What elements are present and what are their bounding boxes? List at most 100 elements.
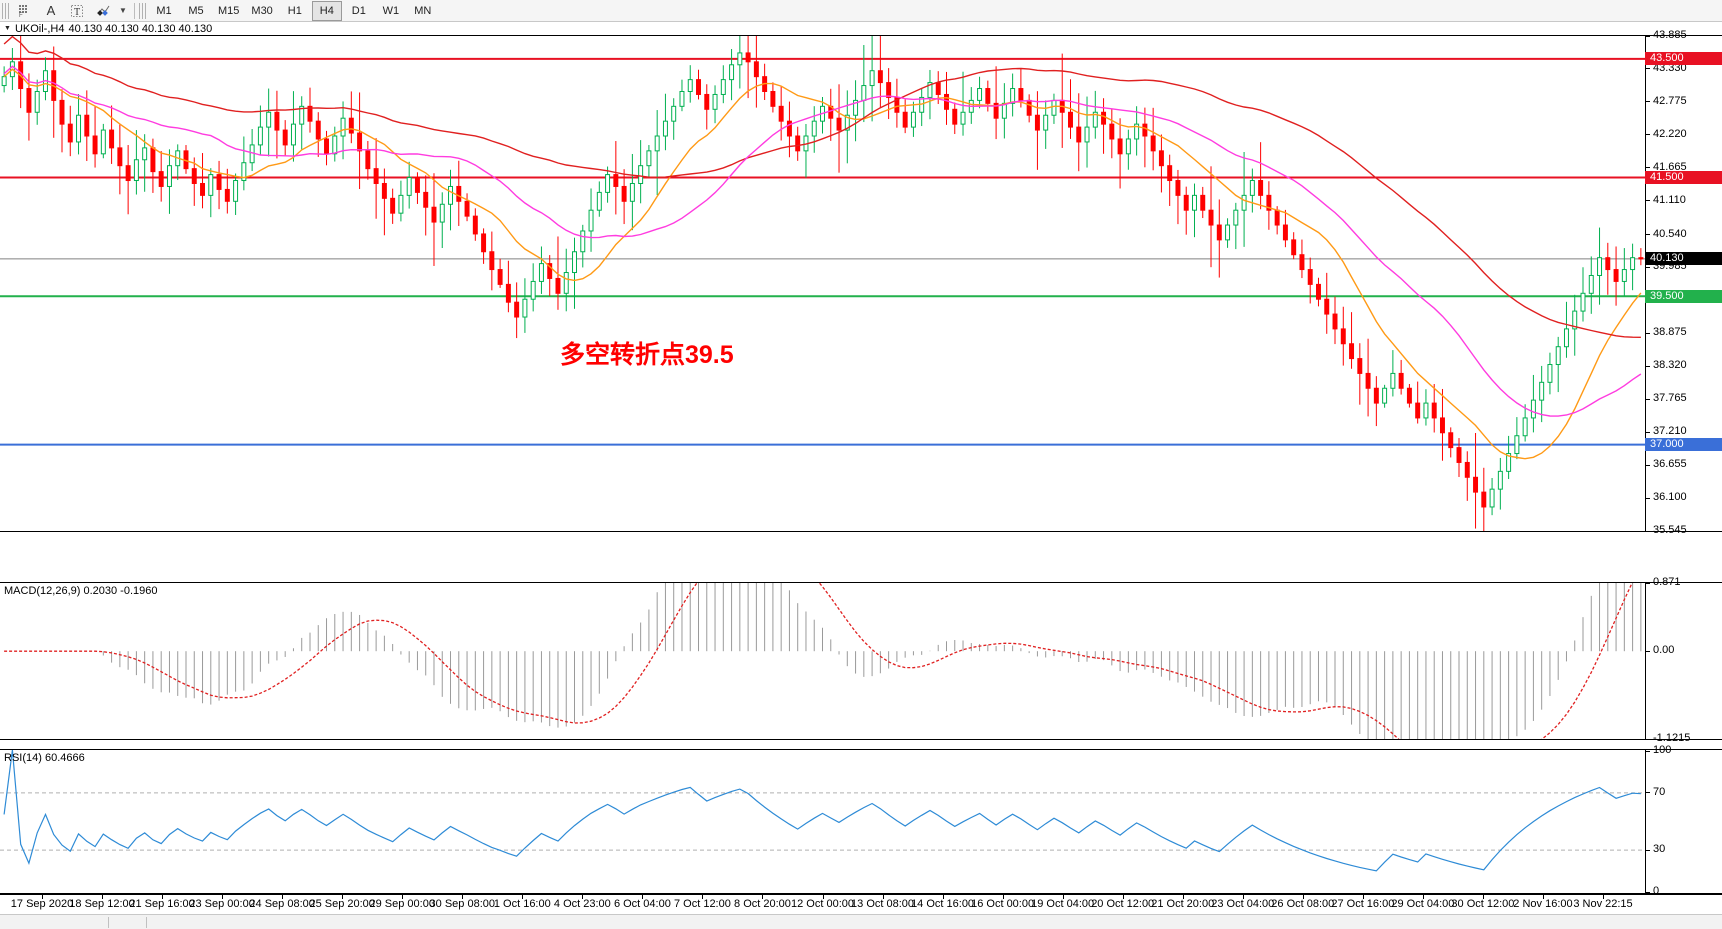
candle-body xyxy=(1332,313,1338,330)
time-tick-label: 27 Oct 16:00 xyxy=(1331,898,1395,910)
candle-body xyxy=(125,165,131,182)
candle-body xyxy=(423,191,429,208)
time-tick-label: 4 Oct 23:00 xyxy=(553,898,611,910)
candle-body xyxy=(406,177,412,196)
candle-body xyxy=(737,52,743,66)
candle-body xyxy=(1200,194,1206,211)
candle-body xyxy=(952,108,958,125)
time-tick-label: 23 Sep 00:00 xyxy=(189,898,255,910)
timeframe-m15[interactable]: M15 xyxy=(218,4,240,17)
candle-body xyxy=(786,120,792,137)
price-panel[interactable]: 多空转折点39.5 43.885 43.330 42.775 42.220 41.665… xyxy=(0,29,1722,536)
candle-body xyxy=(299,105,305,125)
candle-body xyxy=(522,298,528,318)
candle-body xyxy=(456,185,462,202)
candle-body xyxy=(596,191,602,211)
price-tag-37000[interactable]: 37.000 xyxy=(1645,438,1722,452)
candle-body xyxy=(1051,99,1057,116)
main-toolbar: F A T ▼ M1 M5 M15 M30 H1 H4 D1 W1 MN xyxy=(0,0,1722,22)
time-tick-label: 21 Sep 16:00 xyxy=(129,898,195,910)
candle-body xyxy=(1597,257,1603,276)
rsi-tick-label: 70 xyxy=(1653,785,1666,798)
candle-body xyxy=(1266,194,1272,211)
indicators-icon[interactable] xyxy=(90,1,116,21)
candle-body xyxy=(1134,123,1140,140)
candle-body xyxy=(877,70,883,84)
candle-body xyxy=(431,206,437,223)
time-tick-label: 1 Oct 16:00 xyxy=(493,898,551,910)
candle-body xyxy=(671,105,677,122)
macd-plot[interactable] xyxy=(0,583,1645,739)
candle-body xyxy=(1456,447,1462,463)
rsi-panel[interactable]: RSI(14) 60.4666 100 70 30 0 xyxy=(0,744,1722,897)
candle-body xyxy=(92,135,98,155)
candle-body xyxy=(687,79,693,92)
time-axis[interactable]: 17 Sep 2020 18 Sep 12:00 21 Sep 16:00 23 Se… xyxy=(0,894,1722,914)
candle-body xyxy=(753,61,759,78)
timeframe-d1[interactable]: D1 xyxy=(351,4,366,17)
price-axis[interactable]: 43.885 43.330 42.775 42.220 41.665 41.110 40.5… xyxy=(1645,29,1722,536)
rsi-axis[interactable]: 100 70 30 0 xyxy=(1645,744,1722,897)
chart-area[interactable]: 多空转折点39.5 43.885 43.330 42.775 42.220 41.665… xyxy=(0,29,1722,929)
candle-body xyxy=(1018,88,1024,101)
time-tick-label: 26 Oct 08:00 xyxy=(1271,898,1335,910)
candle-body xyxy=(1225,224,1231,241)
macd-label: MACD(12,26,9) 0.2030 -0.1960 xyxy=(4,585,158,597)
candle-body xyxy=(985,88,991,104)
candle-body xyxy=(1481,491,1487,508)
price-tag-39500[interactable]: 39.500 xyxy=(1645,289,1722,303)
timeframe-grip[interactable] xyxy=(139,2,146,19)
candle-body xyxy=(1506,453,1512,472)
timeframe-m30[interactable]: M30 xyxy=(251,4,273,17)
candles-group xyxy=(1,36,1644,531)
toolbar-grip[interactable] xyxy=(2,2,9,19)
candle-body xyxy=(1390,372,1396,389)
candle-body xyxy=(720,79,726,95)
candle-body xyxy=(497,269,503,285)
candle-body xyxy=(580,230,586,253)
price-tick-label: 42.220 xyxy=(1653,127,1687,140)
time-tick-label: 3 Nov 22:15 xyxy=(1573,898,1633,910)
text-label-icon[interactable]: A xyxy=(38,1,64,21)
price-tick-mark xyxy=(1646,266,1650,268)
candle-body xyxy=(109,129,115,149)
time-tick-label: 23 Oct 04:00 xyxy=(1211,898,1275,910)
timeframe-mn[interactable]: MN xyxy=(414,4,432,17)
candle-body xyxy=(398,194,404,214)
time-tick-label: 13 Oct 08:00 xyxy=(851,898,915,910)
candle-body xyxy=(563,272,569,294)
collapse-chevron-icon[interactable]: ▼ xyxy=(4,25,11,32)
indicators-dropdown-icon[interactable]: ▼ xyxy=(116,1,130,21)
price-tick-mark xyxy=(1646,101,1650,103)
timeframe-h4[interactable]: H4 xyxy=(311,0,342,21)
candle-body xyxy=(1415,402,1421,419)
candle-body xyxy=(1034,114,1040,131)
candle-body xyxy=(340,117,346,137)
timeframe-w1[interactable]: W1 xyxy=(382,4,400,17)
price-tag-40130[interactable]: 40.130 xyxy=(1645,252,1722,266)
macd-panel[interactable]: MACD(12,26,9) 0.2030 -0.1960 0.871 0.00 -1… xyxy=(0,576,1722,744)
text-object-icon[interactable]: T xyxy=(64,1,90,21)
time-tick-label: 2 Nov 16:00 xyxy=(1513,898,1573,910)
candle-body xyxy=(1192,194,1197,211)
price-plot[interactable]: 多空转折点39.5 xyxy=(0,36,1645,531)
candle-body xyxy=(282,129,288,146)
candle-body xyxy=(307,105,313,122)
rsi-plot[interactable] xyxy=(0,750,1645,893)
macd-axis[interactable]: 0.871 0.00 -1.1215 xyxy=(1645,576,1722,744)
candle-body xyxy=(117,147,123,167)
candle-body xyxy=(414,177,420,193)
price-tag-43500[interactable]: 43.500 xyxy=(1645,52,1722,66)
candle-body xyxy=(100,129,106,155)
timeframe-m1[interactable]: M1 xyxy=(156,4,172,17)
templates-icon[interactable]: F xyxy=(12,1,38,21)
candle-body xyxy=(960,111,966,125)
price-tag-41500[interactable]: 41.500 xyxy=(1645,171,1722,185)
candle-body xyxy=(1530,399,1536,419)
candle-body xyxy=(1555,346,1561,366)
time-tick-label: 7 Oct 12:00 xyxy=(673,898,731,910)
timeframe-h1[interactable]: H1 xyxy=(287,4,302,17)
candle-body xyxy=(158,171,164,187)
timeframe-m5[interactable]: M5 xyxy=(188,4,204,17)
candle-body xyxy=(1307,269,1313,285)
